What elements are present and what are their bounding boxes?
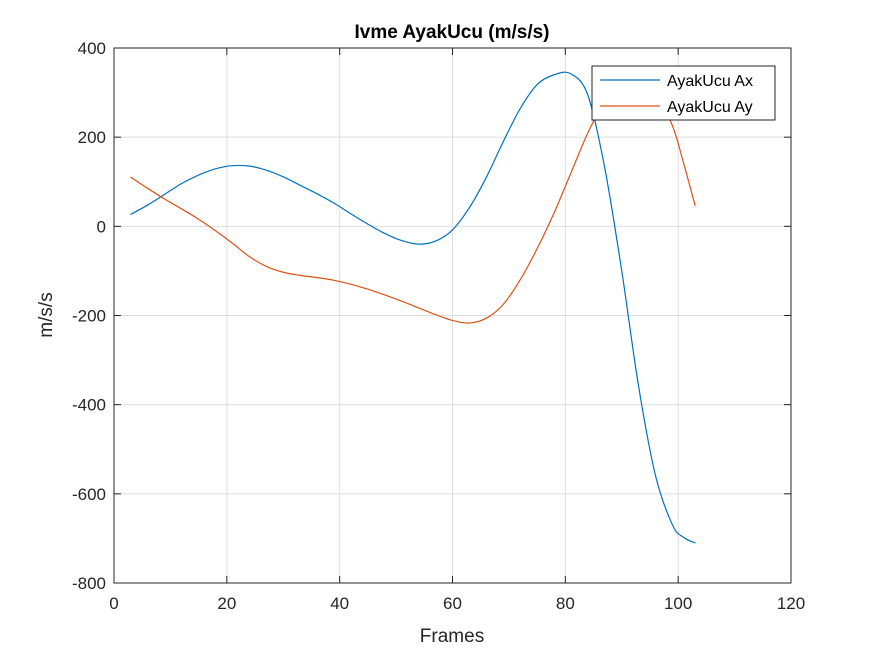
- legend: AyakUcu Ax AyakUcu Ay: [591, 65, 776, 121]
- x-tick-label: 20: [217, 594, 236, 613]
- legend-label-ax: AyakUcu Ax: [667, 73, 753, 90]
- y-tick-label: 200: [78, 128, 106, 147]
- x-axis-label: Frames: [420, 626, 484, 647]
- x-tick-label: 120: [777, 594, 805, 613]
- chart-title: Ivme AyakUcu (m/s/s): [354, 22, 549, 43]
- x-tick-label: 100: [664, 594, 692, 613]
- series-line-ax: [130, 71, 696, 544]
- y-tick-label: 400: [78, 39, 106, 58]
- y-tick-label: 0: [97, 217, 106, 236]
- y-tick-label: -800: [72, 574, 106, 593]
- y-axis-label: m/s/s: [36, 292, 57, 337]
- y-tick-label: -400: [72, 396, 106, 415]
- x-tick-label: 60: [443, 594, 462, 613]
- ticks: 0 20 40 60 80 100 120 -800 -600 -400 -200 0 200 400: [72, 39, 805, 613]
- legend-label-ay: AyakUcu Ay: [667, 99, 753, 116]
- y-tick-label: -600: [72, 485, 106, 504]
- x-tick-label: 80: [556, 594, 575, 613]
- x-tick-label: 40: [330, 594, 349, 613]
- legend-box: [591, 65, 776, 121]
- y-tick-label: -200: [72, 307, 106, 326]
- grid: [114, 48, 791, 583]
- x-tick-label: 0: [109, 594, 118, 613]
